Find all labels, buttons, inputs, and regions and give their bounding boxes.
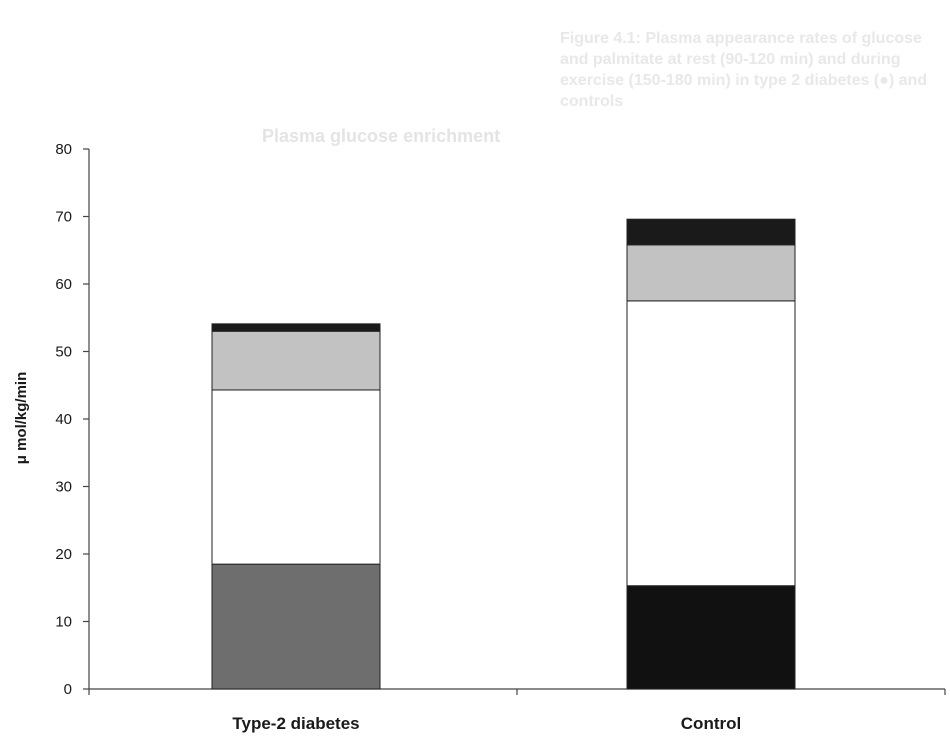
y-tick-label: 80 <box>55 141 72 158</box>
bar-segment <box>211 323 381 332</box>
bar-segment <box>626 585 796 690</box>
y-tick-label: 40 <box>55 411 72 428</box>
bar-segment <box>211 330 381 391</box>
y-tick-label: 70 <box>55 209 72 226</box>
y-tick-label: 30 <box>55 479 72 496</box>
x-axis: Type-2 diabetes Control <box>88 688 946 733</box>
bar-segment <box>211 563 381 690</box>
y-tick-label: 0 <box>64 681 72 698</box>
bar-segment <box>626 300 796 587</box>
y-tick-label: 50 <box>55 344 72 361</box>
y-axis-title: μ mol/kg/min <box>13 372 30 465</box>
x-category-label: Type-2 diabetes <box>232 714 359 733</box>
bars <box>211 218 796 690</box>
y-tick-label: 20 <box>55 546 72 563</box>
bleed-through-title: Plasma glucose enrichment <box>262 126 501 146</box>
x-category-label: Control <box>681 714 741 733</box>
bar-segment <box>626 244 796 302</box>
bar-segment <box>211 389 381 565</box>
bleed-through-caption: Figure 4.1: Plasma appearance rates of g… <box>560 30 928 110</box>
y-tick-label: 10 <box>55 614 72 631</box>
bar-segment <box>626 218 796 246</box>
y-axis: 0 10 20 30 40 50 60 70 80 <box>55 141 90 698</box>
y-tick-label: 60 <box>55 276 72 293</box>
